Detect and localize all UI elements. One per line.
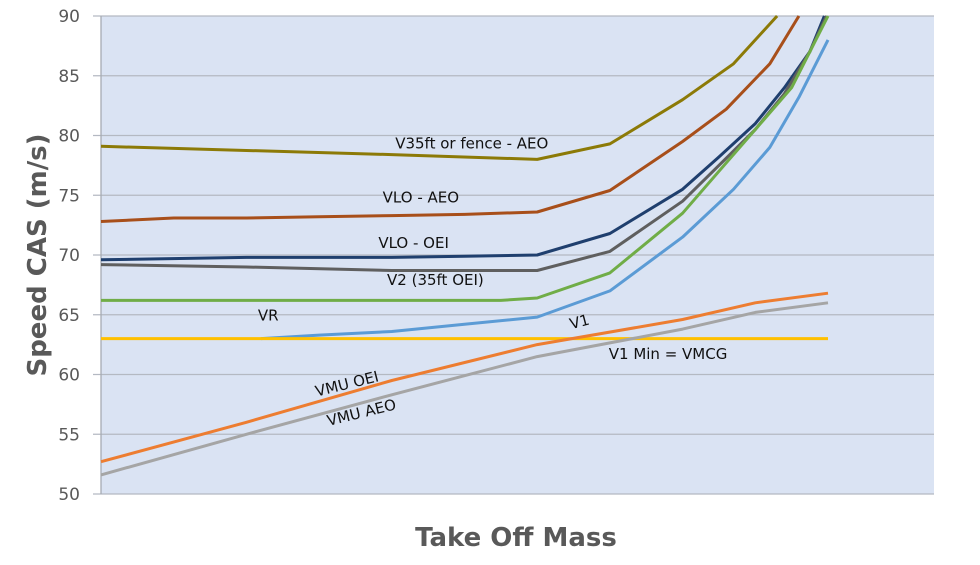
- annotation-label: V2 (35ft OEI): [387, 271, 484, 289]
- y-tick-label: 85: [58, 67, 80, 87]
- y-tick-label: 70: [58, 246, 80, 266]
- series-line-vr: [101, 15, 830, 302]
- y-tick-label: 65: [58, 306, 80, 326]
- series-line-v35ft-or-fence-aeo: [100, 14, 779, 161]
- series-line-v1: [260, 39, 830, 341]
- series-line-v2-35ft-oei: [100, 15, 828, 272]
- annotation-label: VLO - OEI: [378, 234, 449, 252]
- y-tick-label: 55: [58, 425, 80, 445]
- annotation-label: V1 Min = VMCG: [609, 345, 728, 363]
- series-lines: [100, 14, 830, 477]
- annotation-label: VR: [258, 307, 279, 325]
- y-axis-title: Speed CAS (m/s): [23, 133, 53, 376]
- series-line-vmu-aeo: [100, 301, 829, 477]
- y-tick-label: 80: [58, 127, 80, 147]
- x-axis-title: Take Off Mass: [415, 523, 617, 553]
- series-line-vmu-oei: [100, 291, 829, 464]
- series-line-vlo-oei: [100, 15, 826, 262]
- annotation-label: VLO - AEO: [383, 188, 459, 206]
- gridlines: [93, 15, 934, 495]
- series-line-vlo-aeo: [100, 15, 801, 223]
- y-tick-label: 50: [58, 485, 80, 505]
- y-axis-ticks: 50 55 60 65 70 75 80 85 90: [58, 7, 80, 505]
- y-tick-label: 75: [58, 186, 80, 206]
- annotation-label: V1: [568, 311, 592, 334]
- y-tick-label: 60: [58, 366, 80, 386]
- y-tick-label: 90: [58, 7, 80, 27]
- annotation-label: V35ft or fence - AEO: [395, 135, 548, 153]
